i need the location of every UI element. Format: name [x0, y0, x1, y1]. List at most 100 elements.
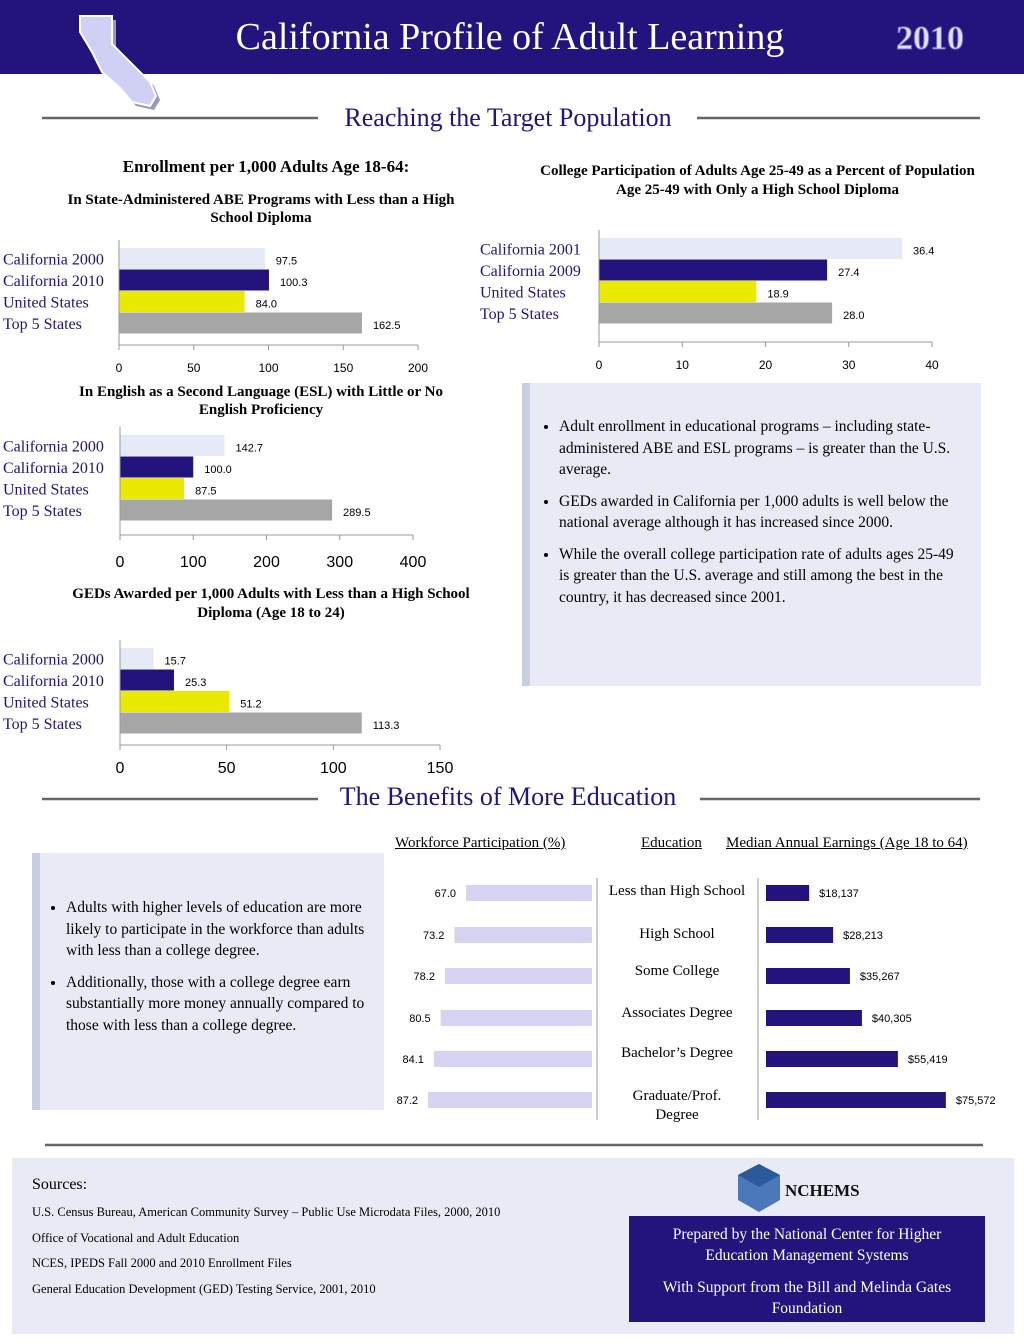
- bullet: Adult enrollment in educational programs…: [559, 416, 967, 481]
- logo-text: NCHEMS: [785, 1181, 860, 1200]
- x-tick-label: 0: [116, 760, 125, 777]
- bar: [120, 456, 194, 478]
- bar: [120, 435, 225, 456]
- category-label: California 2010: [3, 273, 104, 290]
- value-label: 113.3: [373, 720, 400, 732]
- x-tick-label: 200: [253, 554, 280, 571]
- x-tick-label: 40: [925, 358, 939, 372]
- bar: [766, 927, 834, 943]
- section-title: The Benefits of More Education: [318, 781, 698, 813]
- category-label: Less than High School: [608, 883, 746, 899]
- source-item: Office of Vocational and Adult Education: [32, 1230, 240, 1245]
- value-label: $28,213: [843, 930, 883, 942]
- notes-edge: [522, 383, 530, 686]
- chart-title: College Participation of Adults Age 25-4…: [540, 163, 975, 198]
- x-tick-label: 0: [596, 358, 603, 372]
- x-tick-label: 50: [218, 760, 236, 777]
- bullet: GEDs awarded in California per 1,000 adu…: [559, 491, 967, 534]
- credit-box: [629, 1216, 985, 1322]
- category-label: United States: [480, 285, 566, 302]
- state-icon: [79, 15, 158, 108]
- list: Adults with higher levels of education a…: [42, 897, 382, 1036]
- bar: [766, 885, 810, 901]
- value-label: 73.2: [423, 930, 444, 942]
- source-item: NCES, IPEDS Fall 2000 and 2010 Enrollmen…: [32, 1256, 292, 1271]
- x-tick-label: 100: [320, 760, 347, 777]
- value-label: $75,572: [956, 1095, 996, 1107]
- category-label: United States: [3, 295, 89, 312]
- bar: [599, 302, 833, 324]
- chart-title: Enrollment per 1,000 Adults Age 18-64:: [122, 157, 410, 176]
- bar: [599, 259, 828, 281]
- bar: [120, 712, 362, 734]
- source-item: U.S. Census Bureau, American Community S…: [32, 1205, 501, 1219]
- category-label: California 2000: [3, 252, 104, 269]
- x-tick-label: 20: [759, 358, 773, 372]
- category-label: Top 5 States: [480, 306, 559, 323]
- value-label: 80.5: [409, 1013, 430, 1025]
- bar: [120, 478, 185, 499]
- bar: [454, 927, 592, 943]
- value-label: 142.7: [236, 443, 264, 455]
- x-tick-label: 300: [326, 554, 353, 571]
- section-title: Reaching the Target Population: [322, 102, 694, 134]
- notes-box: [32, 853, 384, 1110]
- value-label: 27.4: [838, 267, 859, 279]
- value-label: 78.2: [414, 971, 435, 983]
- value-label: 162.5: [373, 320, 401, 332]
- year: 2010: [896, 20, 965, 58]
- x-tick-label: 0: [116, 554, 125, 571]
- value-label: 18.9: [767, 289, 788, 301]
- bar: [120, 499, 333, 521]
- category-label: High School: [639, 926, 715, 942]
- value-label: 87.2: [397, 1095, 418, 1107]
- x-tick-label: 100: [258, 361, 278, 375]
- credit-text: Prepared by the National Center for High…: [672, 1226, 942, 1264]
- bullet: Additionally, those with a college degre…: [66, 972, 382, 1037]
- category-label: California 2010: [3, 460, 104, 477]
- sources-heading: Sources:: [32, 1176, 88, 1193]
- bar: [440, 1010, 592, 1026]
- bullet: Adults with higher levels of education a…: [66, 897, 382, 962]
- category-label: California 2000: [3, 439, 104, 456]
- notes-box: [522, 383, 981, 686]
- bar: [766, 1051, 898, 1067]
- category-label: California 2009: [480, 263, 581, 280]
- bullet: While the overall college participation …: [559, 544, 967, 609]
- chart-title: GEDs Awarded per 1,000 Adults with Less …: [72, 586, 470, 621]
- category-title: Education: [641, 835, 702, 851]
- value-label: 84.1: [402, 1054, 423, 1066]
- value-label: $55,419: [908, 1054, 948, 1066]
- category-label: Top 5 States: [3, 316, 82, 333]
- value-label: 100.0: [204, 464, 232, 476]
- category-label: Top 5 States: [3, 503, 82, 520]
- notes-edge: [32, 853, 40, 1110]
- value-label: 87.5: [195, 486, 216, 498]
- x-tick-label: 0: [116, 361, 123, 375]
- value-label: $35,267: [860, 971, 900, 983]
- category-label: United States: [3, 695, 89, 712]
- bullet-list: Adult enrollment in educational programs…: [535, 416, 967, 618]
- bar: [599, 281, 757, 302]
- series-title: Median Annual Earnings (Age 18 to 64): [726, 835, 968, 851]
- value-label: 84.0: [256, 299, 277, 311]
- x-tick-label: 100: [180, 554, 207, 571]
- bar: [444, 968, 592, 984]
- category-label: Graduate/Prof. Degree: [632, 1088, 722, 1123]
- bar: [766, 1010, 862, 1026]
- list: Adult enrollment in educational programs…: [535, 416, 967, 608]
- value-label: 15.7: [164, 656, 185, 668]
- value-label: 100.3: [280, 277, 308, 289]
- bar: [119, 312, 362, 334]
- x-tick-label: 30: [842, 358, 856, 372]
- bar: [120, 669, 174, 691]
- x-tick-label: 150: [333, 361, 353, 375]
- header-bar: [0, 0, 1024, 74]
- chart-subtitle: In State-Administered ABE Programs with …: [67, 192, 455, 226]
- page-title: California Profile of Adult Learning: [235, 16, 785, 58]
- x-tick-label: 150: [427, 760, 454, 777]
- logo-cube-top: [738, 1164, 780, 1187]
- bar: [119, 248, 265, 269]
- bullet-list: Adults with higher levels of education a…: [42, 897, 382, 1046]
